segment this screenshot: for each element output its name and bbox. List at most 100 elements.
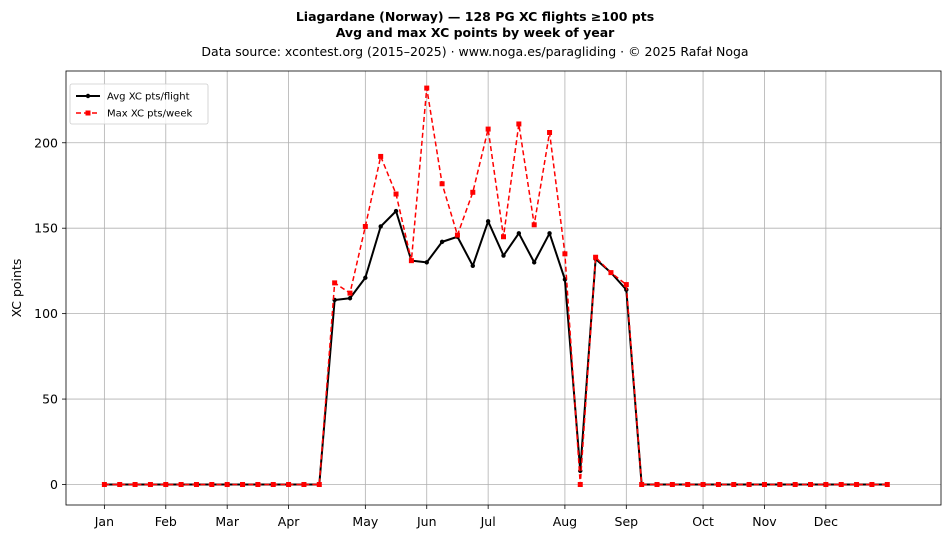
y-axis: 0 50 100 150 200 — [34, 135, 66, 492]
data-point — [501, 234, 506, 240]
y-tick-label: 200 — [34, 135, 58, 150]
data-point — [547, 130, 553, 136]
data-point — [301, 481, 307, 487]
data-point — [117, 481, 123, 487]
data-point — [577, 481, 583, 487]
data-point — [532, 260, 537, 265]
data-point — [101, 481, 107, 487]
data-point — [562, 251, 568, 257]
x-tick-label: Apr — [278, 514, 300, 529]
y-tick-label: 0 — [50, 477, 58, 492]
y-tick-label: 150 — [34, 221, 58, 236]
data-point — [685, 481, 691, 487]
data-point — [470, 189, 476, 195]
y-tick-label: 50 — [42, 392, 58, 407]
data-point — [454, 232, 460, 238]
data-point — [393, 191, 399, 197]
data-point — [669, 481, 675, 487]
data-point — [485, 126, 491, 132]
chart-title-line1: Liagardane (Norway) — 128 PG XC flights … — [296, 9, 654, 24]
series-avg — [102, 208, 890, 487]
x-tick-label: Feb — [155, 514, 177, 529]
legend-label-avg: Avg XC pts/flight — [107, 92, 190, 103]
data-point — [608, 270, 614, 276]
x-axis: Jan Feb Mar Apr May Jun Jul Aug Sep Oct Nov Dec — [94, 505, 838, 529]
data-point — [209, 481, 215, 487]
x-tick-label: Mar — [215, 514, 239, 529]
data-point — [823, 481, 829, 487]
data-point — [408, 258, 414, 264]
data-point — [761, 481, 767, 487]
x-tick-label: Nov — [752, 514, 777, 529]
series-max — [101, 85, 890, 487]
series-line — [104, 87, 888, 486]
x-tick-label: Jul — [480, 514, 496, 529]
data-point — [700, 481, 706, 487]
data-point — [731, 481, 737, 487]
chart-subtitle: Data source: xcontest.org (2015–2025) · … — [201, 44, 748, 59]
plot-frame — [65, 70, 942, 506]
data-point — [884, 481, 890, 487]
data-point — [715, 481, 721, 487]
data-point — [132, 481, 138, 487]
x-tick-label: Aug — [553, 514, 577, 529]
data-point — [623, 282, 629, 288]
y-tick-label: 100 — [34, 306, 58, 321]
data-point — [332, 280, 338, 286]
data-point — [485, 219, 491, 224]
data-point — [547, 231, 552, 236]
data-point — [792, 481, 798, 487]
data-point — [531, 222, 537, 228]
data-point — [178, 481, 184, 487]
data-point — [639, 481, 645, 487]
data-point — [470, 263, 475, 268]
series-layer — [101, 85, 890, 487]
x-tick-label: May — [352, 514, 378, 529]
data-point — [163, 481, 169, 487]
legend-box — [69, 83, 209, 125]
legend-marker-avg — [85, 93, 91, 99]
chart-title-line2: Avg and max XC points by week of year — [336, 25, 615, 40]
legend-label-max: Max XC pts/week — [107, 109, 192, 120]
x-tick-label: Jan — [94, 514, 114, 529]
x-tick-label: Jun — [416, 514, 437, 529]
data-point — [347, 290, 353, 296]
data-point — [378, 153, 384, 159]
data-point — [270, 481, 276, 487]
data-point — [516, 121, 522, 127]
x-tick-label: Dec — [814, 514, 838, 529]
data-point — [593, 254, 599, 260]
data-point — [240, 481, 246, 487]
grid — [66, 71, 941, 505]
data-point — [193, 481, 199, 487]
data-point — [439, 239, 445, 245]
data-point — [393, 208, 399, 214]
data-point — [838, 481, 844, 487]
data-point — [777, 481, 783, 487]
data-point — [224, 481, 230, 487]
series-line — [104, 210, 888, 486]
data-point — [378, 224, 383, 229]
data-point — [362, 223, 368, 229]
data-point — [316, 481, 322, 487]
data-point — [869, 481, 875, 487]
data-point — [746, 481, 752, 487]
data-point — [147, 481, 153, 487]
data-point — [424, 85, 430, 91]
data-point — [516, 231, 522, 236]
data-point — [363, 275, 368, 280]
x-tick-label: Sep — [615, 514, 639, 529]
data-point — [424, 260, 429, 265]
y-axis-label: XC points — [9, 259, 24, 318]
data-point — [347, 296, 353, 301]
data-point — [439, 181, 445, 187]
data-point — [654, 481, 660, 487]
data-point — [854, 481, 860, 487]
data-point — [808, 481, 814, 487]
data-point — [501, 253, 506, 258]
legend: Avg XC pts/flight Max XC pts/week — [69, 83, 209, 125]
data-point — [255, 481, 261, 487]
x-tick-label: Oct — [692, 514, 714, 529]
legend-marker-max — [85, 110, 91, 116]
